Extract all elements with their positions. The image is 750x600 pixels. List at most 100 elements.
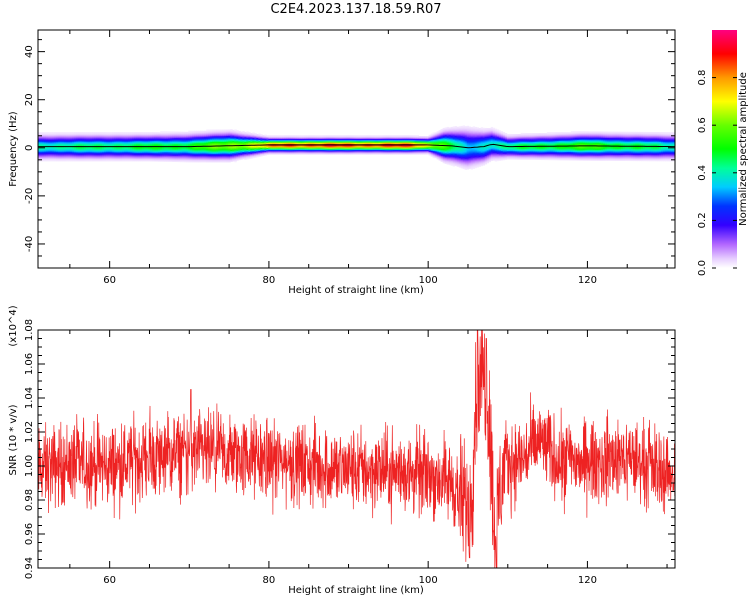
heatmap-cell xyxy=(464,144,468,146)
heatmap-cell xyxy=(80,149,83,151)
heatmap-cell xyxy=(460,152,464,154)
heatmap-cell xyxy=(74,142,77,145)
heatmap-cell xyxy=(446,132,450,135)
heatmap-cell xyxy=(456,161,460,164)
heatmap-cell xyxy=(304,137,307,140)
heatmap-cell xyxy=(298,137,301,140)
heatmap-cell xyxy=(218,136,221,139)
heatmap-cell xyxy=(84,149,87,151)
heatmap-cell xyxy=(122,153,125,156)
heatmap-cell xyxy=(316,143,319,146)
heatmap-cell xyxy=(458,158,462,161)
heatmap-cell xyxy=(318,139,321,142)
heatmap-cell xyxy=(94,146,97,149)
heatmap-cell xyxy=(444,161,448,163)
heatmap-cell xyxy=(154,151,157,154)
heatmap-cell xyxy=(126,135,129,138)
heatmap-cell xyxy=(230,154,233,156)
heatmap-cell xyxy=(110,146,113,149)
heatmap-cell xyxy=(322,139,325,142)
heatmap-cell xyxy=(464,143,468,145)
heatmap-cell xyxy=(188,140,191,142)
heatmap-cell xyxy=(74,151,77,153)
heatmap-cell xyxy=(68,159,71,162)
heatmap-cell xyxy=(408,139,411,142)
heatmap-cell xyxy=(430,143,434,145)
heatmap-cell xyxy=(474,130,478,133)
heatmap-cell xyxy=(156,134,159,137)
heatmap-cell xyxy=(130,149,133,151)
heatmap-cell xyxy=(462,133,466,136)
heatmap-cell xyxy=(76,151,79,153)
heatmap-cell xyxy=(438,151,442,154)
heatmap-cell xyxy=(488,153,492,155)
heatmap-cell xyxy=(308,153,311,155)
heatmap-cell xyxy=(228,146,231,148)
heatmap-cell xyxy=(316,135,319,137)
heatmap-cell xyxy=(410,141,413,143)
heatmap-cell xyxy=(164,160,167,162)
heatmap-cell xyxy=(388,151,391,154)
heatmap-cell xyxy=(404,137,407,140)
heatmap-cell xyxy=(64,138,67,140)
heatmap-cell xyxy=(372,137,375,140)
heatmap-cell xyxy=(128,146,131,149)
heatmap-cell xyxy=(264,149,267,151)
heatmap-cell xyxy=(348,144,351,147)
heatmap-cell xyxy=(378,138,381,141)
heatmap-cell xyxy=(116,152,119,155)
heatmap-cell xyxy=(212,156,215,158)
heatmap-cell xyxy=(462,126,466,129)
heatmap-cell xyxy=(434,132,438,135)
heatmap-cell xyxy=(232,144,235,146)
heatmap-cell xyxy=(208,146,211,148)
heatmap-cell xyxy=(242,145,245,148)
heatmap-cell xyxy=(142,150,145,152)
heatmap-cell xyxy=(484,153,488,155)
heatmap-cell xyxy=(220,154,223,157)
heatmap-cell xyxy=(208,134,211,136)
heatmap-cell xyxy=(438,139,442,142)
heatmap-cell xyxy=(326,149,329,152)
heatmap-cell xyxy=(170,131,173,134)
heatmap-cell xyxy=(486,143,490,146)
heatmap-cell xyxy=(114,149,117,151)
heatmap-cell xyxy=(474,141,478,143)
heatmap-cell xyxy=(160,144,163,147)
heatmap-cell xyxy=(120,156,123,158)
heatmap-cell xyxy=(164,148,167,150)
heatmap-cell xyxy=(364,149,367,152)
heatmap-cell xyxy=(210,154,213,157)
heatmap-cell xyxy=(90,133,93,135)
heatmap-cell xyxy=(446,137,450,140)
heatmap-cell xyxy=(70,153,73,156)
heatmap-cell xyxy=(250,140,253,142)
heatmap-cell xyxy=(394,143,397,146)
heatmap-cell xyxy=(96,139,99,141)
heatmap-cell xyxy=(282,136,285,138)
heatmap-cell xyxy=(138,147,141,150)
heatmap-cell xyxy=(482,137,486,140)
heatmap-cell xyxy=(304,150,307,153)
heatmap-cell xyxy=(338,137,341,140)
heatmap-cell xyxy=(422,151,425,154)
heatmap-cell xyxy=(160,139,163,142)
heatmap-cell xyxy=(466,158,470,160)
heatmap-cell xyxy=(200,155,203,158)
heatmap-cell xyxy=(70,149,73,151)
heatmap-cell xyxy=(404,150,407,153)
heatmap-cell xyxy=(96,136,99,139)
heatmap-cell xyxy=(46,138,49,140)
heatmap-cell xyxy=(48,151,51,153)
heatmap-cell xyxy=(298,153,301,155)
heatmap-cell xyxy=(206,153,209,156)
heatmap-cell xyxy=(62,142,65,145)
heatmap-cell xyxy=(124,152,127,155)
heatmap-cell xyxy=(444,138,448,140)
heatmap-cell xyxy=(240,154,243,157)
heatmap-cell xyxy=(190,158,193,160)
heatmap-cell xyxy=(266,135,269,138)
heatmap-cell xyxy=(144,149,147,151)
heatmap-cell xyxy=(320,153,323,155)
